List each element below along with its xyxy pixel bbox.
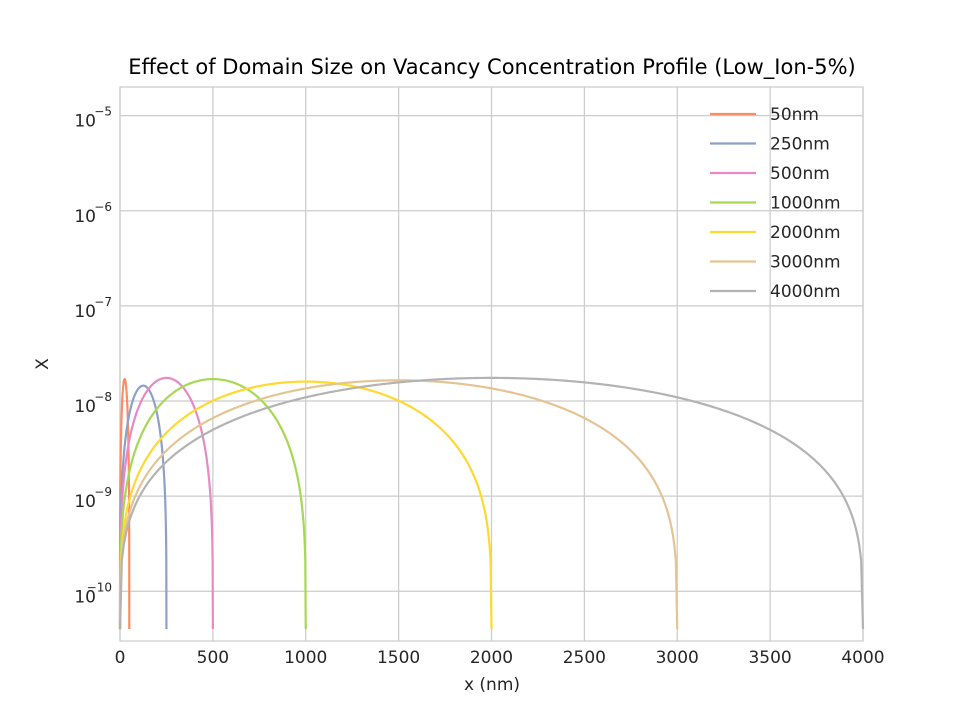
- y-tick-exponent: −6: [94, 200, 112, 214]
- legend: 50nm 250nm 500nm 1000nm 2000nm 3000nm 4000nm: [710, 105, 841, 302]
- plot-frame: [119, 86, 864, 642]
- legend-label-4000nm: 4000nm: [770, 282, 841, 302]
- x-tick-labels: 0 500 1000 1500 2000 2500 3000 3500 4000: [115, 648, 885, 668]
- legend-label-250nm: 250nm: [770, 135, 830, 155]
- x-tick-label: 1000: [284, 648, 327, 668]
- series-line-1000nm: [118, 377, 307, 630]
- legend-label-500nm: 500nm: [770, 164, 830, 184]
- legend-label-1000nm: 1000nm: [770, 194, 841, 214]
- x-tick-label: 2000: [470, 648, 513, 668]
- x-axis-label: x (nm): [464, 675, 520, 695]
- x-tick-label: 4000: [841, 648, 884, 668]
- y-tick-exponent: −5: [94, 105, 112, 119]
- y-tick-label: 10: [74, 492, 96, 512]
- y-axis-label: X: [33, 358, 53, 370]
- y-tick-exponent: −8: [94, 390, 112, 404]
- legend-label-50nm: 50nm: [770, 105, 819, 125]
- x-tick-label: 3500: [748, 648, 791, 668]
- y-tick-label: 10: [74, 112, 96, 132]
- series-line-500nm: [118, 376, 214, 630]
- legend-label-2000nm: 2000nm: [770, 223, 841, 243]
- series-line-4000nm: [118, 376, 865, 630]
- x-tick-label: 500: [197, 648, 229, 668]
- y-tick-label: 10: [74, 397, 96, 417]
- x-tick-label: 2500: [563, 648, 606, 668]
- series-line-3000nm: [118, 379, 679, 630]
- y-tick-label: 10: [74, 587, 96, 607]
- legend-label-3000nm: 3000nm: [770, 253, 841, 273]
- y-tick-label: 10: [74, 302, 96, 322]
- series-layer: [118, 376, 865, 630]
- series-line-2000nm: [118, 380, 493, 630]
- series-line-250nm: [118, 384, 168, 630]
- y-tick-exponent: −7: [94, 295, 112, 309]
- x-tick-label: 0: [115, 648, 126, 668]
- x-tick-label: 3000: [656, 648, 699, 668]
- y-tick-label: 10: [74, 207, 96, 227]
- y-tick-exponent: −10: [87, 580, 112, 594]
- y-tick-exponent: −9: [94, 485, 112, 499]
- x-tick-label: 1500: [377, 648, 420, 668]
- chart-title: Effect of Domain Size on Vacancy Concent…: [128, 55, 855, 80]
